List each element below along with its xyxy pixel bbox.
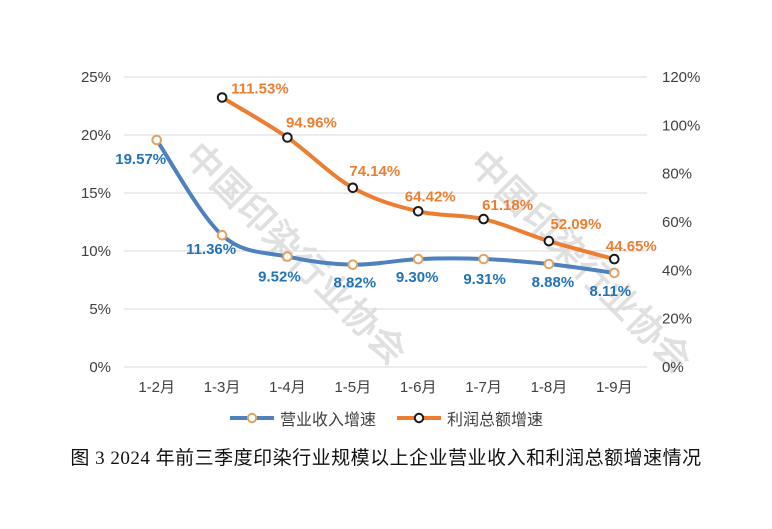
y-axis-tick-label-right: 120% [662, 69, 700, 86]
data-point-marker [282, 132, 293, 143]
y-axis-tick-label-left: 20% [81, 127, 111, 144]
legend-swatch-revenue-growth [229, 412, 274, 424]
legend-label-profit-growth: 利润总额增速 [447, 412, 544, 429]
legend-item-profit-growth: 利润总额增速 [396, 406, 543, 430]
data-point-label: 44.65% [606, 238, 657, 255]
data-point-marker [543, 258, 555, 270]
x-axis-tick-label: 1-4月 [269, 379, 306, 396]
x-axis-tick-label: 1-6月 [400, 379, 437, 396]
data-point-label: 52.09% [550, 216, 601, 233]
y-axis-tick-label-left: 0% [89, 359, 111, 376]
x-axis-tick-label: 1-8月 [531, 379, 568, 396]
data-point-label: 64.42% [405, 188, 456, 205]
data-point-marker [543, 235, 555, 247]
legend-label-revenue-growth: 营业收入增速 [279, 412, 376, 429]
data-point-label: 19.57% [115, 151, 166, 168]
y-axis-tick-label-right: 0% [662, 359, 684, 376]
data-point-marker [609, 253, 620, 265]
legend-marker-swatch [413, 412, 425, 424]
data-point-marker [478, 213, 489, 225]
legend-swatch-profit-growth [397, 412, 441, 424]
data-point-label: 11.36% [186, 241, 236, 258]
x-axis-tick-label: 1-9月 [596, 379, 633, 396]
y-axis-tick-label-left: 25% [81, 69, 111, 86]
legend-item-revenue-growth: 营业收入增速 [229, 406, 376, 430]
data-point-marker [216, 229, 228, 241]
data-point-label: 74.14% [349, 163, 400, 180]
y-axis-tick-label-left: 15% [81, 185, 111, 202]
data-point-label: 61.18% [482, 197, 533, 214]
data-point-label: 94.96% [286, 115, 337, 132]
data-point-marker [216, 92, 228, 103]
data-point-marker [151, 134, 162, 146]
data-point-marker [478, 253, 489, 265]
series-line-1 [220, 95, 617, 262]
x-axis-tick-label: 1-5月 [334, 379, 371, 396]
y-axis-tick-label-left: 5% [89, 301, 111, 318]
data-point-marker [609, 267, 620, 279]
y-axis-tick-label-right: 80% [662, 166, 692, 183]
x-axis-tick-label: 1-3月 [204, 379, 241, 396]
data-point-label: 111.53% [231, 81, 289, 98]
figure-caption: 图 3 2024 年前三季度印染行业规模以上企业营业收入和利润总额增速情况 [70, 448, 702, 469]
x-axis-tick-label: 1-2月 [138, 379, 175, 396]
data-point-label: 9.52% [258, 269, 301, 286]
data-point-marker [412, 253, 424, 265]
x-axis-tick-label: 1-7月 [465, 379, 502, 396]
y-axis-tick-label-left: 10% [81, 243, 111, 260]
legend-marker-swatch [246, 412, 258, 424]
y-axis-tick-label-right: 100% [662, 117, 700, 134]
y-axis-tick-label-right: 40% [662, 262, 692, 279]
data-point-label: 8.11% [589, 283, 631, 300]
y-axis-tick-label-right: 20% [662, 311, 692, 328]
data-point-label: 9.31% [463, 271, 506, 288]
data-point-marker [347, 182, 359, 194]
line-chart: 0% 5% 10% 15% 20% 25% 0% 20% 40% 60% 80% 100% 120% 1-… [81, 69, 700, 396]
data-point-marker [347, 259, 359, 271]
data-point-marker [282, 251, 293, 262]
data-point-label: 9.30% [396, 269, 439, 286]
data-point-label: 8.88% [532, 274, 575, 291]
data-point-label: 8.82% [334, 275, 377, 292]
y-axis-tick-label-right: 60% [662, 214, 692, 231]
chart-legend: 营业收入增速 利润总额增速 [0, 406, 772, 430]
data-point-marker [412, 206, 424, 217]
